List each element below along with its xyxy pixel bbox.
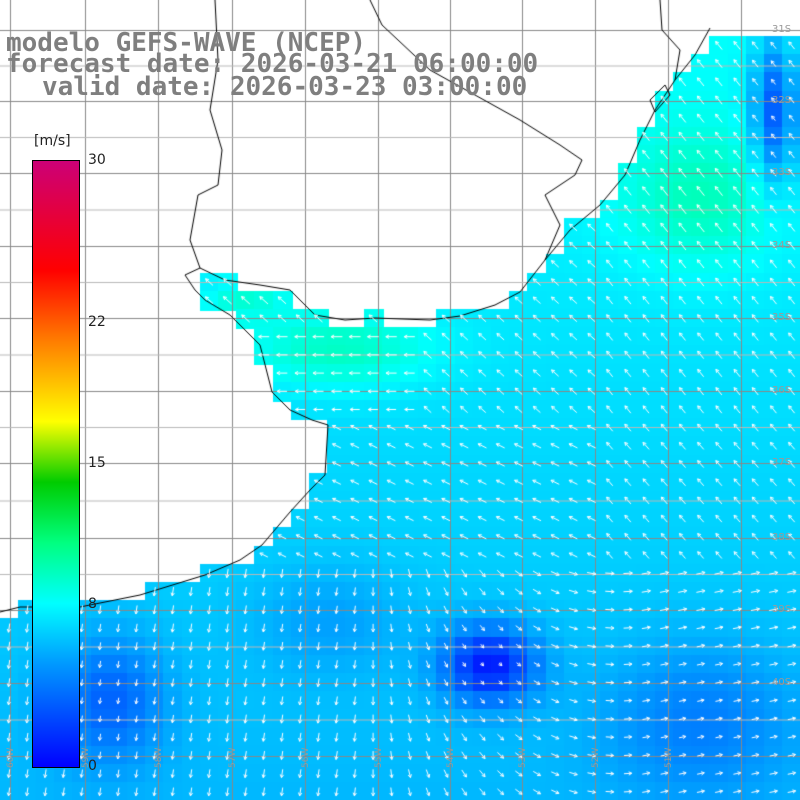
colorbar-tick-8: 8: [88, 596, 97, 613]
colorbar-tick-22: 22: [88, 313, 106, 330]
lat-label-40S: 40S: [772, 677, 792, 688]
lat-label-37S: 37S: [772, 457, 792, 468]
lon-label-53W: 53W: [518, 747, 528, 768]
lat-label-36S: 36S: [772, 385, 792, 396]
lat-label-32S: 32S: [772, 95, 792, 106]
lon-label-56W: 56W: [301, 747, 311, 768]
colorbar-tick-0: 0: [88, 758, 97, 774]
lon-label-51W: 51W: [664, 747, 674, 768]
forecast-date: forecast date: 2026-03-21 06:00:00: [6, 49, 539, 79]
lat-label-39S: 39S: [772, 604, 792, 615]
lat-label-38S: 38S: [772, 532, 792, 543]
lat-label-31S: 31S: [772, 24, 792, 35]
valid-date: valid date: 2026-03-23 03:00:00: [42, 72, 528, 102]
lon-label-54W: 54W: [446, 747, 456, 768]
lat-label-33S: 33S: [772, 167, 792, 178]
lon-label-52W: 52W: [591, 747, 601, 768]
colorbar-tick-30: 30: [88, 152, 106, 168]
lon-label-55W: 55W: [374, 747, 384, 768]
lon-label-60W: 60W: [6, 747, 16, 768]
lon-label-58W: 58W: [154, 747, 164, 768]
lon-label-57W: 57W: [228, 747, 238, 768]
lat-label-35S: 35S: [772, 312, 792, 323]
model-title: modelo GEFS-WAVE (NCEP): [6, 28, 367, 58]
lat-label-34S: 34S: [772, 240, 792, 251]
colorbar-unit: [m/s]: [34, 133, 71, 149]
colorbar: [32, 160, 80, 768]
lon-label-59W: 59W: [81, 747, 91, 768]
colorbar-tick-15: 15: [88, 455, 106, 471]
